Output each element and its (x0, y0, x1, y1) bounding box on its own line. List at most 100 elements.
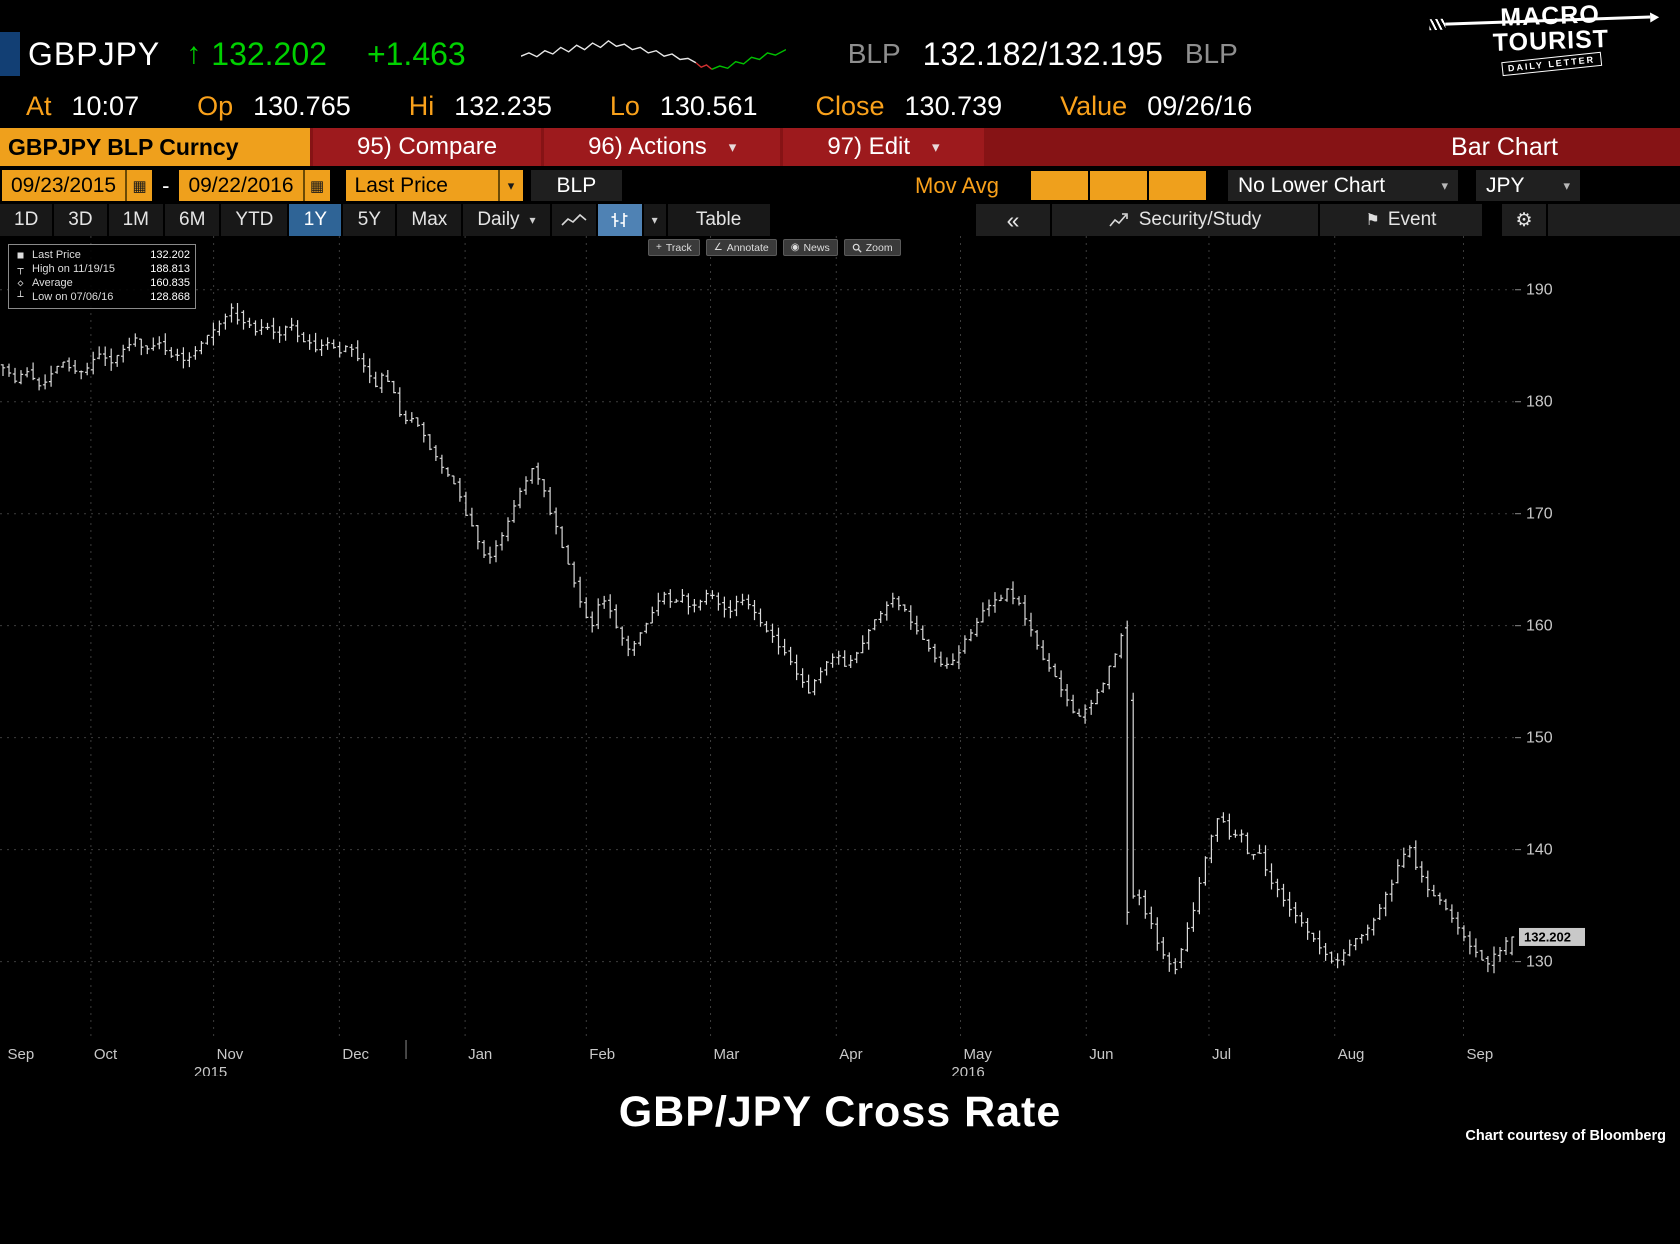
date-range-separator: - (162, 172, 170, 198)
price-field-select[interactable]: Last Price ▾ (345, 170, 523, 201)
mov-avg-label: Mov Avg (915, 172, 999, 198)
stat-label-hi: Hi (408, 90, 435, 121)
chart-type-chevron[interactable]: ▾ (643, 204, 668, 236)
svg-text:Nov: Nov (217, 1046, 244, 1063)
tab-period-3d[interactable]: 3D (54, 204, 109, 236)
svg-text:Dec: Dec (342, 1046, 369, 1063)
legend-value: 188.813 (150, 263, 190, 275)
last-price: 132.202 (211, 35, 327, 72)
gear-icon[interactable]: ⚙ (1502, 204, 1548, 236)
chart-tool-news[interactable]: ◉ News (782, 239, 838, 256)
legend-value: 132.202 (150, 249, 190, 261)
chevron-down-icon: ▾ (1441, 177, 1448, 193)
legend-marker-icon: ┬ (17, 263, 24, 275)
legend-marker-icon: ■ (17, 249, 24, 261)
menu-compare-button[interactable]: 95) Compare (313, 128, 542, 166)
stat-label-lo: Lo (609, 90, 640, 121)
macro-tourist-logo: MACRO TOURIST DAILY LETTER (1429, 0, 1660, 86)
intraday-sparkline (521, 31, 786, 77)
frequency-select[interactable]: Daily ▾ (463, 204, 552, 236)
annotate-icon: ∠ (713, 242, 723, 253)
tab-period-1d[interactable]: 1D (0, 204, 55, 236)
tab-period-5y[interactable]: 5Y (343, 204, 398, 236)
news-icon: ◉ (790, 242, 800, 253)
svg-text:Mar: Mar (714, 1046, 740, 1063)
svg-text:2016: 2016 (951, 1064, 984, 1076)
date-from[interactable]: 09/23/2015 ▦ (2, 170, 153, 201)
currency-value: JPY (1486, 173, 1525, 197)
svg-text:Sep: Sep (1466, 1046, 1493, 1063)
svg-text:170: 170 (1526, 506, 1553, 523)
courtesy-note: Chart courtesy of Bloomberg (1465, 1128, 1666, 1144)
price-chart[interactable]: 130 140 150 160 170 180 190 Sep Oct Nov Dec Jan Feb M… (0, 236, 1680, 1081)
spacer (1484, 204, 1502, 236)
source-select[interactable]: BLP (530, 170, 623, 201)
tab-period-1y[interactable]: 1Y (289, 204, 344, 236)
period-tabs: 1D 3D 1M 6M YTD 1Y 5Y Max (0, 204, 464, 236)
calendar-icon[interactable]: ▦ (125, 170, 153, 201)
line-chart-icon[interactable] (551, 204, 598, 236)
spacer (1548, 204, 1680, 236)
stat-label-close: Close (815, 90, 885, 121)
tab-period-1m[interactable]: 1M (108, 204, 165, 236)
security-field[interactable]: GBPJPY BLP Curncy (0, 128, 310, 166)
price-field-value[interactable]: Last Price (345, 170, 498, 201)
tab-period-ytd[interactable]: YTD (221, 204, 290, 236)
svg-text:Jul: Jul (1212, 1046, 1231, 1063)
chart-tool-annotate[interactable]: ∠ Annotate (705, 239, 777, 256)
chart-title: GBP/JPY Cross Rate (618, 1088, 1062, 1136)
collapse-button[interactable]: « (976, 204, 1052, 236)
chevron-down-icon: ▾ (529, 213, 536, 227)
ohlc-stats-row: At 10:07 Op 130.765 Hi 132.235 Lo 130.561 Close 1… (0, 86, 1680, 126)
price-change: +1.463 (366, 35, 466, 72)
lower-chart-value: No Lower Chart (1238, 173, 1386, 197)
svg-text:Sep: Sep (8, 1046, 35, 1063)
calendar-icon[interactable]: ▦ (302, 170, 330, 201)
chevron-down-icon: ▾ (497, 170, 523, 201)
menu-edit-button[interactable]: 97) Edit ▾ (783, 128, 984, 166)
date-to-input[interactable]: 09/22/2016 (179, 170, 303, 201)
menu-actions-button[interactable]: 96) Actions ▾ (544, 128, 781, 166)
currency-select[interactable]: JPY ▾ (1476, 170, 1580, 201)
svg-text:132.202: 132.202 (1524, 929, 1571, 944)
svg-text:Jun: Jun (1089, 1046, 1113, 1063)
menu-label: 95) Compare (357, 133, 498, 160)
tab-period-max[interactable]: Max (397, 204, 464, 236)
lower-chart-select[interactable]: No Lower Chart ▾ (1228, 170, 1458, 201)
tool-label: Track (665, 241, 692, 254)
svg-text:Feb: Feb (589, 1046, 615, 1063)
tab-period-6m[interactable]: 6M (165, 204, 222, 236)
date-from-input[interactable]: 09/23/2015 (2, 170, 126, 201)
svg-text:130: 130 (1526, 954, 1553, 971)
controls-row: 09/23/2015 ▦ - 09/22/2016 ▦ Last Price ▾… (0, 167, 1680, 204)
event-label: Event (1387, 209, 1437, 230)
mov-avg-input-1[interactable] (1031, 171, 1088, 200)
tool-label: News (803, 241, 830, 254)
legend-label: Last Price (32, 249, 81, 261)
chevron-down-icon: ▾ (728, 139, 737, 156)
svg-text:140: 140 (1526, 842, 1553, 859)
svg-text:Aug: Aug (1338, 1046, 1365, 1063)
stat-label-op: Op (197, 90, 234, 121)
mov-avg-input-3[interactable] (1149, 171, 1206, 200)
tool-label: Annotate (726, 241, 769, 254)
legend-row: ◇ Average 160.835 (14, 276, 190, 290)
table-button[interactable]: Table (667, 204, 772, 236)
mov-avg-input-2[interactable] (1090, 171, 1147, 200)
mov-avg-inputs (1029, 171, 1206, 200)
date-to[interactable]: 09/22/2016 ▦ (179, 170, 330, 201)
stat-value-hi: 132.235 (454, 90, 552, 121)
menubar: GBPJPY BLP Curncy 95) Compare 96) Actions… (0, 128, 1680, 166)
legend-label: High on 11/19/15 (32, 263, 115, 275)
stat-value-lo: 130.561 (659, 90, 758, 121)
security-study-button[interactable]: Security/Study (1052, 204, 1320, 236)
bar-chart-icon[interactable] (597, 204, 644, 236)
tabs-row: 1D 3D 1M 6M YTD 1Y 5Y Max Daily ▾ ▾ Table « Sec… (0, 204, 1680, 236)
stat-label-at: At (26, 90, 52, 121)
event-button[interactable]: ⚑ Event (1320, 204, 1484, 236)
svg-text:May: May (964, 1046, 993, 1063)
chart-legend: ■ Last Price 132.202 ┬ High on 11/19/15 188.8… (8, 244, 196, 309)
chart-tool-track[interactable]: + Track (648, 239, 700, 256)
menu-label: 97) Edit (827, 133, 911, 160)
chart-tool-zoom[interactable]: Zoom (843, 239, 901, 256)
